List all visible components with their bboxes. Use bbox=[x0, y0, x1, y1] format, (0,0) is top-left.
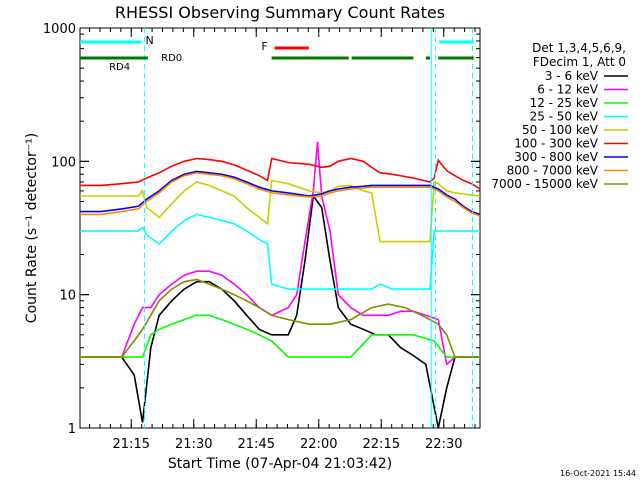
state-bar-label: F bbox=[261, 40, 267, 53]
chart-title: RHESSI Observing Summary Count Rates bbox=[115, 3, 445, 22]
legend-label: 300 - 800 keV bbox=[514, 150, 598, 164]
series-line bbox=[80, 170, 481, 216]
y-tick-label: 100 bbox=[51, 155, 76, 170]
series-line bbox=[80, 179, 481, 243]
series-line bbox=[80, 213, 480, 290]
series-line bbox=[80, 171, 481, 217]
legend-label: 100 - 300 keV bbox=[514, 137, 598, 151]
plot-frame bbox=[79, 27, 481, 429]
legend-label: 12 - 25 keV bbox=[530, 96, 599, 110]
legend-label: 800 - 7000 keV bbox=[507, 164, 599, 178]
series-line bbox=[80, 157, 481, 190]
attenuator-label: RD4 bbox=[109, 62, 130, 73]
plot-area: 1 10 100 1000 21:15 21:30 21:45 22:00 22:15 22:30… bbox=[43, 22, 481, 452]
x-tick-label: 21:45 bbox=[238, 437, 275, 452]
legend-label: 50 - 100 keV bbox=[522, 123, 599, 137]
legend-label: 3 - 6 keV bbox=[545, 69, 599, 83]
state-bar-label: N bbox=[146, 34, 154, 47]
x-tick-label: 22:30 bbox=[425, 437, 462, 452]
series-line bbox=[80, 141, 480, 366]
y-tick-label: 1000 bbox=[43, 22, 76, 37]
legend-label: 6 - 12 keV bbox=[537, 83, 599, 97]
attenuator-label: RD0 bbox=[161, 53, 182, 64]
x-tick-label: 22:15 bbox=[363, 437, 400, 452]
series-line bbox=[80, 278, 480, 358]
x-tick-label: 22:00 bbox=[300, 437, 337, 452]
y-tick-label: 1 bbox=[68, 422, 76, 437]
legend-label: 7000 - 15000 keV bbox=[491, 177, 598, 191]
legend-label: 25 - 50 keV bbox=[530, 110, 599, 124]
x-axis-label: Start Time (07-Apr-04 21:03:42) bbox=[168, 456, 392, 472]
legend-header-line: FDecim 1, Att 0 bbox=[533, 55, 626, 69]
series-line bbox=[80, 193, 480, 429]
footer-timestamp: 16-Oct-2021 15:44 bbox=[560, 469, 636, 478]
x-tick-label: 21:30 bbox=[175, 437, 212, 452]
y-tick-label: 10 bbox=[59, 289, 76, 304]
series-line bbox=[80, 314, 480, 358]
legend: Det 1,3,4,5,6,9, FDecim 1, Att 0 3 - 6 k… bbox=[491, 41, 628, 191]
y-axis-label: Count Rate (s⁻¹ detector⁻¹) bbox=[24, 133, 40, 323]
legend-header-line: Det 1,3,4,5,6,9, bbox=[532, 41, 626, 55]
x-tick-label: 21:15 bbox=[113, 437, 150, 452]
